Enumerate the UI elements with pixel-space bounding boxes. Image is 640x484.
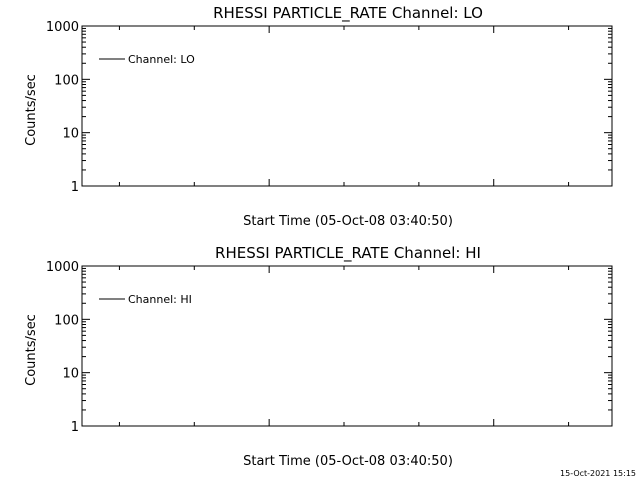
y-tick-label: 1000 — [46, 260, 79, 275]
y-tick-label: 1 — [71, 180, 79, 195]
y-tick-label: 1000 — [46, 20, 79, 35]
x-axis-label: Start Time (05-Oct-08 03:40:50) — [243, 454, 453, 469]
y-axis-label: Counts/sec — [24, 314, 39, 386]
y-tick-label: 100 — [54, 73, 79, 88]
y-tick-label: 10 — [62, 367, 79, 382]
y-tick-label: 1 — [71, 420, 79, 435]
panel-hi: RHESSI PARTICLE_RATE Channel: HI Start T… — [24, 244, 613, 469]
legend-label: Channel: HI — [128, 293, 192, 306]
y-tick-label: 10 — [62, 127, 79, 142]
chart-title: RHESSI PARTICLE_RATE Channel: LO — [213, 4, 483, 23]
x-axis-label: Start Time (05-Oct-08 03:40:50) — [243, 214, 453, 229]
timestamp: 15-Oct-2021 15:15 — [560, 469, 636, 478]
chart-title: RHESSI PARTICLE_RATE Channel: HI — [215, 244, 481, 263]
legend-label: Channel: LO — [128, 53, 195, 66]
plot-frame — [81, 25, 613, 187]
panel-lo: RHESSI PARTICLE_RATE Channel: LO Start T… — [24, 4, 613, 229]
plot-frame — [81, 265, 613, 427]
y-tick-label: 100 — [54, 313, 79, 328]
y-axis-label: Counts/sec — [24, 74, 39, 146]
